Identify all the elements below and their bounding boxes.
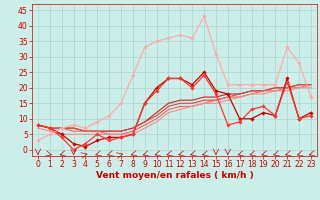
X-axis label: Vent moyen/en rafales ( km/h ): Vent moyen/en rafales ( km/h ) <box>96 171 253 180</box>
